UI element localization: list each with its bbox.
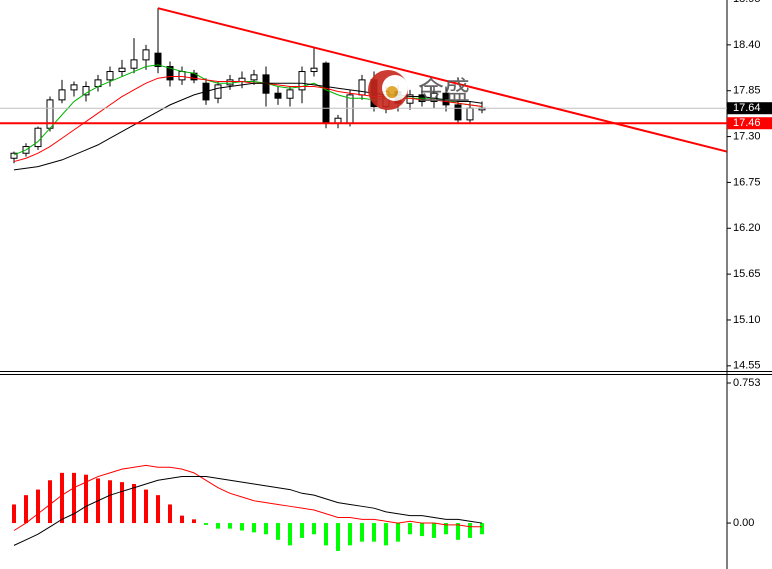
histogram-bar: [312, 523, 316, 535]
y-tick-label: 14.55: [733, 360, 761, 372]
histogram-bar: [228, 523, 232, 529]
histogram-bar: [24, 495, 28, 524]
watermark: 金盛: [368, 70, 470, 110]
candle-body: [58, 89, 66, 101]
plot-area: [12, 464, 484, 551]
histogram-bar: [36, 489, 40, 524]
histogram-bar: [432, 523, 436, 538]
histogram-bar: [468, 523, 472, 538]
candle-body: [106, 71, 114, 81]
candle-body: [142, 49, 150, 61]
candle-body: [166, 66, 174, 81]
histogram-bar: [336, 523, 340, 551]
candle-body: [34, 127, 42, 148]
histogram-bar: [372, 523, 376, 542]
histogram-bar: [48, 480, 52, 524]
y-tick-label: 18.95: [733, 0, 761, 5]
candle-body: [154, 52, 162, 68]
histogram-bar: [408, 523, 412, 535]
histogram-bar: [252, 523, 256, 533]
y-tick-label: 0.00: [733, 517, 754, 529]
histogram-bar: [360, 523, 364, 542]
histogram-bar: [240, 523, 244, 531]
macd-line: [13, 476, 483, 546]
logo-dot: [386, 86, 398, 98]
candle-body: [298, 71, 306, 91]
y-tick-label: 15.65: [733, 268, 761, 280]
histogram-bar: [60, 472, 64, 524]
candle-body: [214, 84, 222, 99]
y-tick-label: 18.40: [733, 39, 761, 51]
y-tick-label: 16.20: [733, 222, 761, 234]
y-tick-label: 15.10: [733, 314, 761, 326]
histogram-bar: [480, 523, 484, 535]
histogram-bar: [264, 523, 268, 535]
histogram-bar: [384, 523, 388, 546]
plot-area: [0, 7, 727, 171]
histogram-bar: [72, 472, 76, 524]
histogram-bar: [120, 482, 124, 524]
candle-body: [10, 152, 18, 159]
watermark-text: 金盛: [418, 77, 470, 107]
histogram-bar: [444, 523, 448, 535]
histogram-bar: [456, 523, 460, 540]
candle-body: [130, 59, 138, 69]
histogram-bar: [216, 523, 220, 529]
candle-body: [454, 104, 462, 121]
histogram-bar: [144, 489, 148, 524]
histogram-bar: [156, 495, 160, 524]
histogram-bar: [276, 523, 280, 540]
histogram-bar: [192, 519, 196, 524]
candle-body: [250, 74, 258, 81]
y-tick-label: 16.75: [733, 176, 761, 188]
price-tag-bg: [727, 102, 772, 115]
moving-average: [13, 82, 483, 171]
hline-label: 17.46: [733, 117, 761, 129]
candle-body: [358, 79, 366, 96]
histogram-bar: [168, 504, 172, 524]
y-tick-label: 17.85: [733, 85, 761, 97]
candle-body: [70, 84, 78, 91]
histogram-bar: [12, 504, 16, 524]
candle-body: [238, 77, 246, 83]
histogram-bar: [180, 515, 184, 524]
candle-body: [310, 67, 318, 73]
histogram-bar: [84, 474, 88, 524]
current-price-label: 17.64: [733, 102, 761, 114]
trendline: [157, 7, 727, 153]
candle-body: [178, 71, 186, 81]
macd-line: [13, 464, 482, 531]
candle-body: [118, 67, 126, 73]
moving-average: [13, 64, 483, 156]
histogram-bar: [300, 523, 304, 538]
candle-body: [466, 107, 474, 121]
candle-body: [274, 92, 282, 99]
histogram-bar: [288, 523, 292, 546]
histogram-bar: [420, 523, 424, 537]
candle-body: [226, 79, 234, 86]
histogram-bar: [324, 523, 328, 546]
histogram-bar: [396, 523, 400, 542]
histogram-bar: [132, 483, 136, 524]
histogram-bar: [108, 480, 112, 524]
y-tick-label: 17.30: [733, 130, 761, 142]
histogram-bar: [348, 523, 352, 546]
histogram-bar: [204, 523, 208, 525]
y-tick-label: 0.753: [733, 377, 761, 389]
candle-body: [82, 86, 90, 96]
candle-body: [346, 94, 354, 124]
price-tag-bg: [727, 117, 772, 130]
candle-body: [286, 89, 294, 99]
candle-body: [322, 62, 330, 124]
